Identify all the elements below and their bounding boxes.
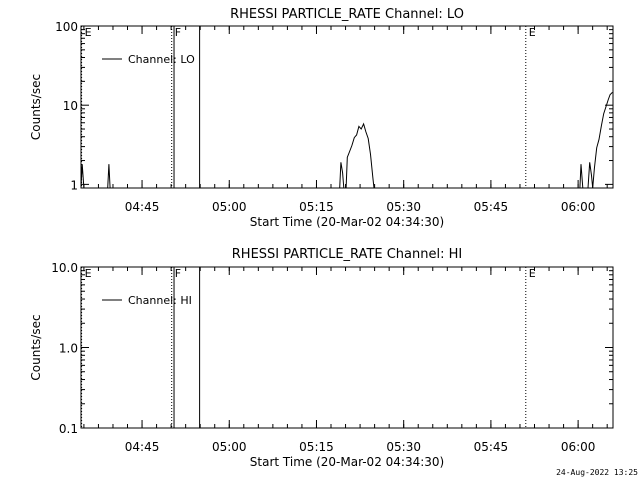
x-tick-label: 05:00 [212,200,247,214]
chart-title: RHESSI PARTICLE_RATE Channel: HI [232,247,462,262]
y-tick-label: 10.0 [51,261,78,275]
y-axis-label: Counts/sec [29,314,43,380]
x-tick-label: 04:45 [125,200,160,214]
x-tick-label: 05:00 [212,440,247,454]
chart-panel-1: RHESSI PARTICLE_RATE Channel: LO 1 10 100 04… [29,7,614,229]
series-line [80,92,613,189]
event-marker-label: E [85,267,92,280]
x-tick-label: 05:15 [299,200,334,214]
x-tick-label: 06:00 [561,200,596,214]
x-tick-label: 05:45 [474,440,509,454]
y-tick-label: 10 [63,99,78,113]
x-tick-label: 05:30 [386,440,421,454]
event-marker-label: E [529,267,536,280]
event-marker-label: E [85,26,92,39]
chart-title: RHESSI PARTICLE_RATE Channel: LO [230,7,464,22]
event-marker-label: F [175,26,181,39]
x-tick-label: 04:45 [125,440,160,454]
y-tick-label: 0.1 [59,422,78,436]
chart-panel-2: RHESSI PARTICLE_RATE Channel: HI 0.1 1.0 10… [29,247,614,469]
legend-label: Channel: HI [128,294,192,307]
y-tick-label: 100 [55,20,78,34]
legend-label: Channel: LO [128,53,195,66]
event-marker-label: E [529,26,536,39]
x-axis-label: Start Time (20-Mar-02 04:34:30) [250,215,444,229]
y-tick-label: 1.0 [59,342,78,356]
x-tick-label: 05:45 [474,200,509,214]
y-axis-label: Counts/sec [29,74,43,140]
y-tick-label: 1 [70,178,78,192]
event-marker-label: F [175,267,181,280]
x-tick-label: 05:30 [386,200,421,214]
x-tick-label: 05:15 [299,440,334,454]
x-axis-label: Start Time (20-Mar-02 04:34:30) [250,455,444,469]
plot-timestamp: 24-Aug-2022 13:25 [556,468,638,477]
plot-frame [80,266,614,429]
x-tick-label: 06:00 [561,440,596,454]
